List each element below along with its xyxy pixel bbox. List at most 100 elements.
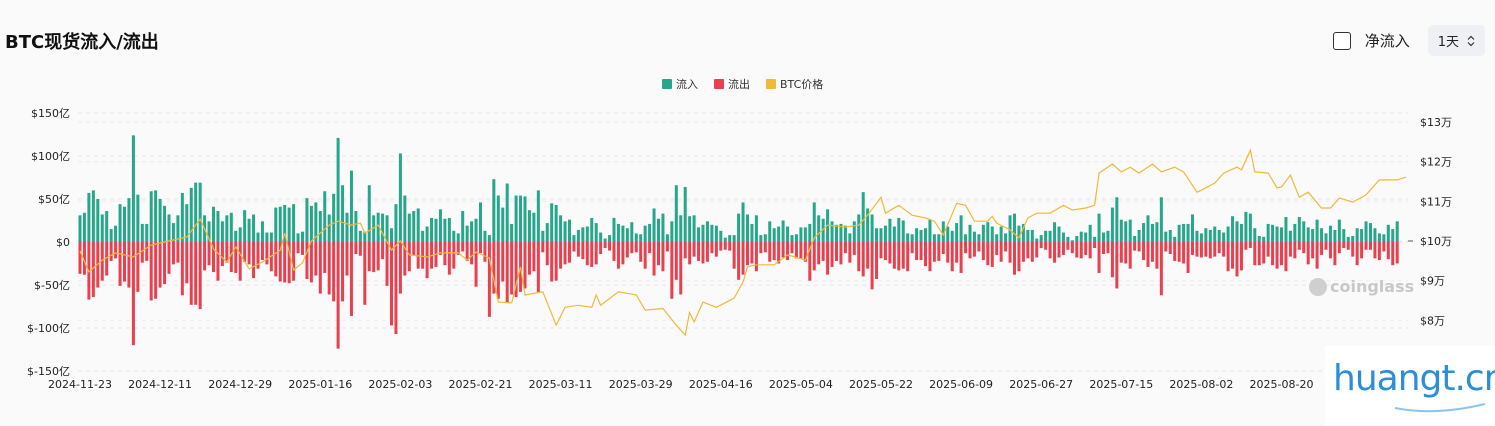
inflow-bar xyxy=(456,233,460,242)
site-watermark-text: huangt.cn xyxy=(1333,358,1495,399)
inflow-bar xyxy=(910,234,914,242)
inflow-bar xyxy=(1057,226,1061,242)
inflow-bar xyxy=(924,228,927,242)
outflow-bar xyxy=(1124,242,1128,264)
inflow-bar xyxy=(928,219,932,242)
outflow-bar xyxy=(1266,242,1270,257)
outflow-bar xyxy=(808,242,812,281)
outflow-bar xyxy=(465,242,469,261)
inflow-bar xyxy=(1320,228,1324,242)
inflow-bar xyxy=(323,191,327,242)
inflow-bar xyxy=(990,226,994,242)
inflow-bar xyxy=(1164,231,1168,242)
y-left-tick-label: $-150亿 xyxy=(27,365,70,378)
outflow-bar xyxy=(1173,242,1177,261)
inflow-bar xyxy=(100,214,104,242)
inflow-bar xyxy=(901,220,905,242)
inflow-bar xyxy=(981,224,985,242)
outflow-bar xyxy=(118,242,122,286)
inflow-bar xyxy=(430,217,434,242)
outflow-bar xyxy=(692,242,696,257)
outflow-bar xyxy=(1164,242,1168,252)
inflow-bar xyxy=(1133,235,1137,242)
outflow-bar xyxy=(897,242,901,271)
inflow-bar xyxy=(1195,230,1199,242)
inflow-bar xyxy=(741,202,745,242)
inflow-bar xyxy=(412,211,416,242)
outflow-bar xyxy=(608,242,612,251)
inflow-bar xyxy=(229,212,233,242)
outflow-bar xyxy=(309,242,313,283)
outflow-bar xyxy=(483,242,487,262)
outflow-bar xyxy=(768,242,772,262)
inflow-bar xyxy=(714,225,718,242)
outflow-bar xyxy=(1035,242,1039,258)
net-inflow-checkbox[interactable] xyxy=(1332,31,1351,50)
outflow-bar xyxy=(990,242,994,267)
inflow-bar xyxy=(875,228,879,242)
inflow-bar xyxy=(1355,228,1359,242)
outflow-bar xyxy=(274,242,278,277)
inflow-bar xyxy=(332,193,336,242)
inflow-bar xyxy=(318,211,322,242)
outflow-bar xyxy=(501,242,505,282)
outflow-bar xyxy=(1044,242,1048,250)
outflow-bar xyxy=(861,242,865,277)
outflow-bar xyxy=(941,242,945,255)
inflow-bar xyxy=(1159,197,1163,242)
outflow-bar xyxy=(1106,242,1110,254)
outflow-bar xyxy=(995,242,999,255)
outflow-bar xyxy=(323,242,327,273)
net-inflow-label[interactable]: 净流入 xyxy=(1364,32,1410,50)
inflow-bar xyxy=(1093,236,1097,242)
outflow-bar xyxy=(1137,242,1141,252)
inflow-bar xyxy=(941,221,945,242)
inflow-bar xyxy=(278,206,282,242)
outflow-bar xyxy=(171,242,175,265)
inflow-bar xyxy=(986,222,990,242)
inflow-bar xyxy=(594,223,598,242)
outflow-bar xyxy=(145,242,149,261)
inflow-bar xyxy=(590,217,594,242)
inflow-bar xyxy=(479,202,482,242)
outflow-bar xyxy=(661,242,665,272)
inflow-bar xyxy=(225,215,229,242)
inflow-bar xyxy=(118,204,122,242)
outflow-bar xyxy=(82,242,86,275)
outflow-bar xyxy=(1119,242,1123,263)
outflow-bar xyxy=(345,242,349,276)
inflow-bar xyxy=(1226,226,1230,242)
outflow-bar xyxy=(265,242,269,265)
outflow-bar xyxy=(901,242,905,269)
outflow-bar xyxy=(1315,242,1319,269)
inflow-bar xyxy=(999,226,1003,242)
outflow-bar xyxy=(688,242,692,265)
outflow-bar xyxy=(1004,242,1008,252)
interval-select[interactable]: 1天 xyxy=(1427,25,1485,56)
outflow-bar xyxy=(536,242,540,292)
x-tick-label: 2025-08-20 xyxy=(1250,378,1314,391)
inflow-bar xyxy=(1146,215,1150,242)
inflow-bar xyxy=(550,203,554,242)
outflow-bar xyxy=(1293,242,1297,259)
outflow-bar xyxy=(665,242,669,252)
coinglass-logo-icon xyxy=(1309,278,1327,296)
inflow-bar xyxy=(1213,226,1217,242)
outflow-bar xyxy=(140,242,144,263)
outflow-bar xyxy=(443,242,447,266)
outflow-bar xyxy=(1208,242,1212,259)
inflow-bar xyxy=(1373,228,1377,242)
outflow-bar xyxy=(1377,242,1381,261)
outflow-bar xyxy=(296,242,300,254)
inflow-bar xyxy=(1066,236,1070,242)
outflow-bar xyxy=(999,242,1003,262)
outflow-bar xyxy=(1373,242,1377,259)
inflow-bar xyxy=(1044,230,1048,242)
inflow-bar xyxy=(443,218,447,242)
outflow-bar xyxy=(1155,242,1159,269)
outflow-bar xyxy=(1346,242,1350,250)
outflow-bar xyxy=(545,242,549,266)
interval-value: 1天 xyxy=(1437,35,1459,50)
inflow-bar xyxy=(363,231,367,242)
legend-label: 流入 xyxy=(676,77,698,91)
